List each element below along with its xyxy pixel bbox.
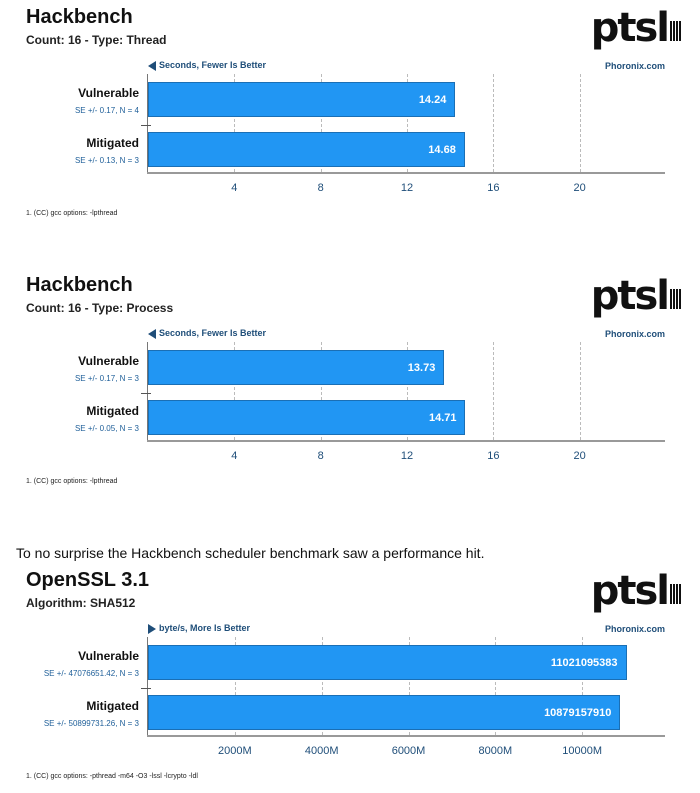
tick-label: 8 — [317, 450, 324, 462]
pts-logo: ptsl — [591, 8, 682, 48]
gridline — [407, 342, 408, 440]
tick-label: 12 — [400, 182, 414, 194]
bar-mitigated: 14.68 — [148, 132, 465, 167]
gridline — [408, 637, 410, 735]
x-axis — [147, 440, 665, 442]
tick-label: 4 — [231, 450, 238, 462]
paragraph: To no surprise the Hackbench scheduler b… — [16, 545, 485, 561]
tick-label: 10000M — [562, 745, 603, 757]
chart-subtitle: Algorithm: SHA512 — [26, 596, 136, 610]
gridline — [320, 342, 322, 440]
tick-label: 4000M — [304, 745, 339, 757]
direction-arrow-icon — [148, 623, 156, 634]
tick-label: 8000M — [478, 745, 513, 757]
gridline — [407, 74, 408, 172]
footnote: 1. (CC) gcc options: -lpthread — [26, 478, 118, 485]
gridline — [320, 74, 322, 172]
gridline — [493, 74, 495, 172]
tick-label: 12 — [400, 450, 414, 462]
logo-text: ptsl — [590, 273, 670, 319]
tick-label: 20 — [573, 450, 586, 462]
tick-label: 2000M — [218, 745, 252, 757]
category-label: Vulnerable — [78, 86, 139, 100]
tick-label: 16 — [487, 182, 500, 194]
tick-label: 6000M — [391, 745, 426, 757]
benchmark-chart: OpenSSL 3.1 Algorithm: SHA512 ptsl byte/s, … — [0, 563, 700, 793]
x-axis — [147, 735, 665, 737]
pts-logo: ptsl — [591, 571, 682, 611]
gridline — [582, 637, 584, 735]
se-label: SE +/- 0.05, N = 3 — [74, 424, 139, 433]
gridline — [493, 342, 495, 440]
bar-vulnerable: 14.24 — [148, 82, 456, 117]
footnote: 1. (CC) gcc options: -pthread -m64 -O3 -… — [26, 773, 198, 780]
category-label: Mitigated — [86, 404, 139, 418]
category-label: Mitigated — [86, 699, 139, 713]
gridline — [321, 637, 323, 735]
bar-value-label: 14.24 — [418, 94, 447, 106]
category-label: Vulnerable — [78, 649, 139, 663]
unit-text: Seconds, Fewer Is Better — [159, 328, 267, 338]
site-label: Phoronix.com — [604, 61, 665, 71]
se-label: SE +/- 0.13, N = 3 — [74, 156, 139, 165]
bar-vulnerable: 11021095383 — [148, 645, 627, 680]
benchmark-chart: Hackbench Count: 16 - Type: Process ptsl Se… — [0, 268, 700, 498]
unit-text: Seconds, Fewer Is Better — [159, 60, 267, 70]
logo-bars-icon — [670, 584, 682, 604]
category-separator — [141, 125, 151, 126]
bar-value-label: 14.68 — [428, 144, 456, 156]
tick-label: 16 — [487, 450, 500, 462]
bar-value-label: 13.73 — [407, 362, 436, 374]
logo-text: ptsl — [590, 5, 670, 51]
category-label: Vulnerable — [78, 354, 139, 368]
gridline — [234, 342, 236, 440]
bar-mitigated: 10879157910 — [148, 695, 621, 730]
se-label: SE +/- 0.17, N = 3 — [74, 374, 139, 383]
gridline — [579, 74, 581, 172]
gridline — [234, 637, 236, 735]
chart-title: OpenSSL 3.1 — [26, 569, 150, 591]
site-label: Phoronix.com — [604, 624, 665, 634]
category-separator — [141, 393, 151, 394]
benchmark-chart: Hackbench Count: 16 - Type: Thread ptsl Sec… — [0, 0, 700, 230]
category-separator — [141, 688, 151, 689]
tick-label: 20 — [573, 182, 586, 194]
site-label: Phoronix.com — [604, 329, 665, 339]
se-label: SE +/- 0.17, N = 4 — [74, 106, 139, 115]
unit-label: Seconds, Fewer Is Better — [148, 60, 266, 71]
direction-arrow-icon — [148, 60, 156, 71]
bar-mitigated: 14.71 — [148, 400, 466, 435]
chart-subtitle: Count: 16 - Type: Thread — [26, 33, 167, 47]
logo-bars-icon — [670, 21, 682, 41]
y-axis — [147, 342, 148, 441]
se-label: SE +/- 50899731.26, N = 3 — [43, 719, 139, 728]
unit-label: Seconds, Fewer Is Better — [148, 328, 266, 339]
unit-label: byte/s, More Is Better — [148, 623, 250, 634]
logo-text: ptsl — [590, 568, 670, 614]
direction-arrow-icon — [148, 328, 156, 339]
se-label: SE +/- 47076651.42, N = 3 — [43, 669, 139, 678]
unit-text: byte/s, More Is Better — [159, 623, 251, 633]
gridline — [579, 342, 581, 440]
y-axis — [147, 74, 148, 173]
chart-title: Hackbench — [26, 274, 133, 296]
tick-label: 8 — [317, 182, 324, 194]
bar-vulnerable: 13.73 — [148, 350, 445, 385]
x-axis — [147, 172, 665, 174]
bar-value-label: 11021095383 — [550, 657, 618, 669]
bar-value-label: 10879157910 — [544, 707, 612, 719]
gridline — [234, 74, 236, 172]
chart-title: Hackbench — [26, 6, 133, 28]
category-label: Mitigated — [86, 136, 139, 150]
chart-subtitle: Count: 16 - Type: Process — [26, 301, 174, 315]
tick-label: 4 — [231, 182, 238, 194]
pts-logo: ptsl — [591, 276, 682, 316]
bar-value-label: 14.71 — [428, 412, 457, 424]
footnote: 1. (CC) gcc options: -lpthread — [26, 210, 118, 217]
gridline — [495, 637, 497, 735]
y-axis — [147, 637, 148, 736]
logo-bars-icon — [670, 289, 682, 309]
